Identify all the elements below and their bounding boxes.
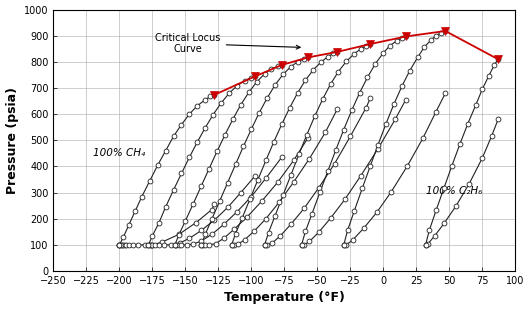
Text: 100% C₂H₆: 100% C₂H₆ — [426, 186, 482, 196]
X-axis label: Temperature (°F): Temperature (°F) — [224, 291, 345, 304]
Text: 100% CH₄: 100% CH₄ — [93, 148, 145, 158]
Y-axis label: Pressure (psia): Pressure (psia) — [5, 87, 19, 194]
Text: Critical Locus
Curve: Critical Locus Curve — [155, 33, 300, 54]
